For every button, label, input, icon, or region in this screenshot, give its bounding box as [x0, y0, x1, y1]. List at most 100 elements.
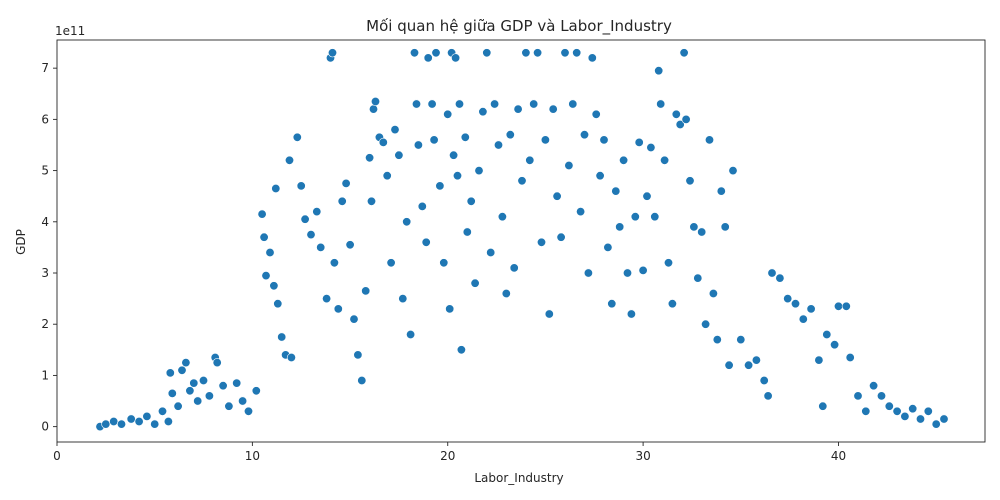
scatter-point — [185, 386, 195, 396]
scatter-point — [265, 248, 275, 258]
scatter-point — [454, 99, 464, 109]
scatter-point — [861, 406, 871, 416]
scatter-point — [134, 416, 144, 426]
scatter-point — [634, 137, 644, 147]
scatter-point — [327, 48, 337, 58]
scatter-point — [595, 171, 605, 181]
scatter-point — [431, 48, 441, 58]
y-axis-label: GDP — [14, 229, 28, 255]
scatter-point — [445, 304, 455, 314]
scatter-point — [292, 132, 302, 142]
scatter-point — [693, 273, 703, 283]
scatter-point — [525, 155, 535, 165]
scatter-point — [439, 258, 449, 268]
scatter-point — [421, 237, 431, 247]
scatter-point — [212, 358, 222, 368]
scatter-point — [117, 419, 127, 429]
scatter-point — [783, 294, 793, 304]
scatter-point — [429, 135, 439, 145]
scatter-point — [540, 135, 550, 145]
scatter-point — [493, 140, 503, 150]
scatter-point — [273, 299, 283, 309]
scatter-point — [251, 386, 261, 396]
scatter-point — [626, 309, 636, 319]
scatter-point — [763, 391, 773, 401]
scatter-point — [556, 232, 566, 242]
scatter-point — [560, 48, 570, 58]
scatter-point — [312, 207, 322, 217]
scatter-point — [923, 406, 933, 416]
scatter-point — [411, 99, 421, 109]
plot-frame — [56, 39, 986, 443]
scatter-point — [660, 155, 670, 165]
scatter-point — [607, 299, 617, 309]
scatter-point — [841, 301, 851, 311]
scatter-point — [277, 332, 287, 342]
scatter-point — [284, 155, 294, 165]
scatter-point — [533, 48, 543, 58]
scatter-point — [357, 375, 367, 385]
y-tick-label: 5 — [41, 164, 49, 178]
scatter-point — [378, 137, 388, 147]
scatter-point — [365, 153, 375, 163]
scatter-point — [382, 171, 392, 181]
scatter-point — [830, 340, 840, 350]
scatter-point — [908, 404, 918, 414]
scatter-point — [456, 345, 466, 355]
scatter-point — [790, 299, 800, 309]
scatter-point — [833, 301, 843, 311]
scatter-point — [501, 288, 511, 298]
scatter-point — [462, 227, 472, 237]
scatter-point — [798, 314, 808, 324]
scatter-point — [349, 314, 359, 324]
scatter-point — [701, 319, 711, 329]
scatter-point — [552, 191, 562, 201]
scatter-point — [497, 212, 507, 222]
scatter-point — [646, 143, 656, 153]
scatter-point — [814, 355, 824, 365]
y-offset-label: 1e11 — [55, 24, 85, 38]
scatter-point — [238, 396, 248, 406]
scatter-point — [427, 99, 437, 109]
scatter-point — [150, 419, 160, 429]
scatter-point — [474, 166, 484, 176]
scatter-point — [398, 294, 408, 304]
scatter-point — [704, 135, 714, 145]
scatter-point — [736, 335, 746, 345]
scatter-point — [204, 391, 214, 401]
scatter-point — [244, 406, 254, 416]
scatter-point — [744, 360, 754, 370]
scatter-point — [900, 411, 910, 421]
y-tick-label: 0 — [41, 420, 49, 434]
scatter-point — [767, 268, 777, 278]
scatter-point — [181, 358, 191, 368]
scatter-point — [490, 99, 500, 109]
axes-layer: 0 10 20 30 40 0 1 2 3 4 5 6 7 — [41, 39, 986, 463]
scatter-point — [218, 381, 228, 391]
scatter-point — [876, 391, 886, 401]
scatter-point — [689, 222, 699, 232]
scatter-point — [109, 416, 119, 426]
scatter-point — [667, 299, 677, 309]
scatter-point — [818, 401, 828, 411]
scatter-point — [470, 278, 480, 288]
scatter-point — [333, 304, 343, 314]
scatter-point — [417, 201, 427, 211]
scatter-point — [482, 48, 492, 58]
y-tick-label: 3 — [41, 266, 49, 280]
y-tick-label: 1 — [41, 368, 49, 382]
scatter-point — [654, 66, 664, 76]
scatter-point — [622, 268, 632, 278]
scatter-point — [370, 97, 380, 107]
scatter-point — [630, 212, 640, 222]
x-tick-label: 10 — [245, 449, 260, 463]
scatter-point — [548, 104, 558, 114]
scatter-point — [478, 107, 488, 117]
scatter-point — [296, 181, 306, 191]
scatter-point — [261, 271, 271, 281]
scatter-point — [466, 196, 476, 206]
y-tick-label: 2 — [41, 317, 49, 331]
scatter-point — [939, 414, 949, 424]
scatter-point — [224, 401, 234, 411]
